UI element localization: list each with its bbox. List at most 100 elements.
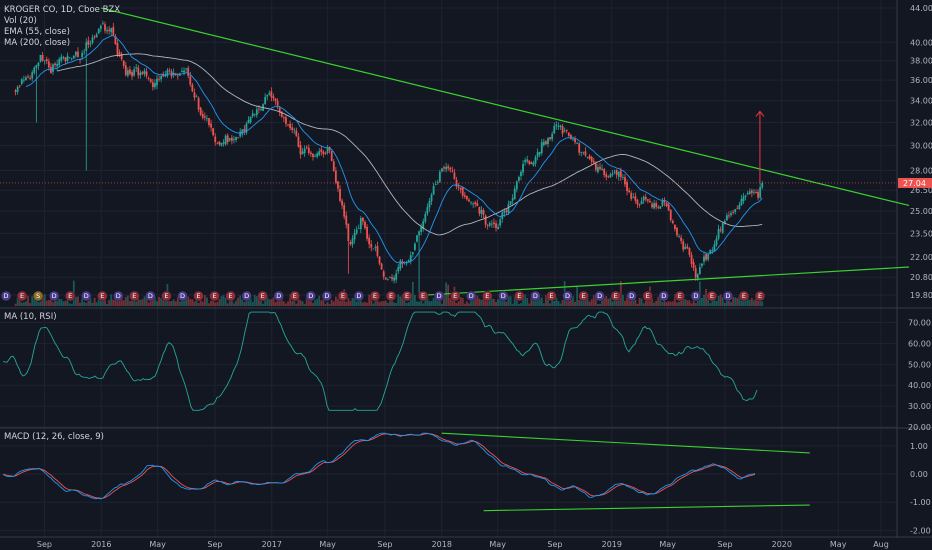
volume-bar (20, 302, 23, 306)
volume-bar (16, 297, 19, 306)
volume-bar (657, 296, 660, 306)
event-marker-label: E (373, 292, 377, 300)
event-marker-bg (642, 290, 653, 302)
candle-body (289, 123, 292, 129)
volume-bar (409, 296, 412, 306)
time-axis-label: May (489, 540, 506, 549)
candle-body (285, 117, 287, 124)
event-marker-label: E (212, 292, 216, 300)
price-axis-label: 34.00 (910, 97, 932, 106)
volume-bar (135, 301, 138, 306)
candle-body (137, 67, 140, 76)
volume-bar (748, 299, 751, 306)
volume-bar (93, 297, 96, 306)
candle-body (617, 171, 620, 177)
event-marker-label: E (614, 292, 618, 300)
candle-body (513, 188, 516, 200)
volume-bar (193, 301, 196, 306)
candle-body (378, 256, 381, 264)
price-axis-label: 25.00 (910, 207, 932, 216)
price-axis-label: 40.00 (910, 38, 932, 47)
candle-body (557, 125, 560, 127)
volume-bar (615, 300, 618, 306)
event-marker-label: D (116, 292, 121, 300)
price-axis-label: 23.50 (910, 229, 932, 238)
legend-ema: EMA (55, close) (4, 27, 70, 37)
event-marker-d: D (321, 290, 333, 302)
price-axis-label: 19.80 (910, 291, 932, 300)
price-axis-label: 44.00 (910, 4, 932, 13)
time-axis-label: 2016 (91, 540, 111, 549)
volume-bar (239, 295, 242, 306)
volume-bar (68, 303, 71, 306)
event-marker-label: E (678, 292, 682, 300)
candle-body (605, 174, 608, 177)
volume-bar (120, 297, 123, 306)
volume-bar (334, 296, 337, 306)
candle-body (43, 60, 46, 62)
volume-bar (237, 297, 240, 306)
candle-body (532, 162, 535, 166)
candle-body (561, 126, 564, 134)
candle-body (542, 141, 545, 146)
candle-body (653, 203, 655, 209)
candle-body (738, 204, 741, 209)
ma200-line (57, 53, 763, 236)
candle-body (104, 24, 106, 31)
candle-body (750, 190, 753, 193)
candle-body (324, 152, 327, 154)
volume-bar (386, 302, 389, 306)
volume-bar (203, 295, 206, 306)
event-marker-d: D (305, 290, 317, 302)
volume-bar (482, 297, 485, 306)
candle-body (459, 187, 462, 190)
candle-body (212, 128, 215, 136)
candle-body (416, 235, 418, 242)
event-marker-bg (658, 290, 669, 302)
volume-bar (667, 301, 670, 306)
candle-body (218, 141, 221, 145)
volume-bar (197, 303, 200, 306)
time-axis-label: Sep (547, 540, 562, 549)
volume-bar (81, 298, 84, 306)
candle-body (66, 55, 69, 61)
candle-body (711, 250, 714, 252)
volume-bar (112, 299, 115, 306)
event-marker-label: E (517, 292, 521, 300)
event-marker-d: D (48, 290, 60, 302)
volume-bar (478, 298, 481, 306)
volume-bar (586, 294, 589, 306)
event-marker-d: D (465, 290, 477, 302)
volume-bar (457, 301, 460, 306)
volume-bar (459, 297, 462, 306)
candle-body (18, 85, 21, 87)
event-marker-label: E (293, 292, 297, 300)
volume-bar (750, 298, 753, 306)
candle-body (251, 113, 254, 117)
time-axis-label: Aug (873, 540, 889, 549)
candle-body (671, 220, 674, 224)
candle-body (181, 70, 183, 73)
candle-body (399, 260, 402, 269)
candle-body (99, 25, 102, 29)
event-marker-e: E (514, 290, 525, 302)
volume-bar (411, 281, 414, 306)
candle-body (374, 246, 377, 248)
macd-axis-label: 0.00 (910, 470, 928, 479)
candle-body (536, 152, 539, 157)
chart-title: KROGER CO, 1D, Cboe BZX (4, 5, 121, 15)
candle-body (721, 223, 724, 233)
candle-body (515, 181, 518, 190)
candle-body (746, 193, 749, 195)
candle-body (220, 142, 223, 146)
candle-body (318, 151, 321, 156)
volume-bar (549, 303, 551, 306)
event-marker-label: D (308, 292, 313, 300)
candle-body (193, 92, 196, 98)
volume-bar (160, 298, 163, 306)
time-axis-label: Sep (717, 540, 732, 549)
event-marker-bg (80, 290, 92, 302)
volume-bar (222, 295, 225, 306)
volume-bar (723, 302, 726, 306)
